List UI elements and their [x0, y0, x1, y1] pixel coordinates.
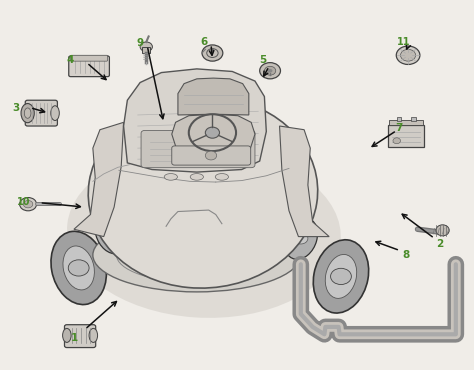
Text: 10: 10: [17, 196, 30, 206]
FancyBboxPatch shape: [388, 125, 424, 147]
Ellipse shape: [51, 106, 59, 121]
Ellipse shape: [89, 329, 98, 342]
Circle shape: [205, 151, 217, 160]
Circle shape: [202, 45, 223, 61]
Bar: [143, 47, 150, 53]
Circle shape: [105, 228, 119, 238]
FancyBboxPatch shape: [64, 325, 96, 347]
Circle shape: [23, 201, 33, 208]
Ellipse shape: [325, 255, 357, 298]
Ellipse shape: [436, 225, 449, 236]
Ellipse shape: [313, 240, 369, 313]
Text: 4: 4: [67, 56, 74, 65]
Circle shape: [205, 127, 219, 138]
FancyBboxPatch shape: [389, 121, 423, 125]
Text: 6: 6: [201, 37, 208, 47]
Ellipse shape: [190, 174, 203, 180]
Ellipse shape: [67, 148, 341, 318]
Circle shape: [210, 48, 214, 51]
Circle shape: [268, 69, 273, 73]
FancyBboxPatch shape: [25, 100, 57, 126]
Circle shape: [393, 138, 401, 144]
Text: 9: 9: [137, 38, 144, 48]
Text: 7: 7: [395, 123, 402, 133]
Circle shape: [330, 268, 351, 285]
Text: 2: 2: [437, 239, 444, 249]
Ellipse shape: [63, 246, 94, 290]
Circle shape: [68, 260, 89, 276]
Polygon shape: [124, 69, 266, 172]
Circle shape: [396, 46, 420, 64]
Text: 5: 5: [259, 56, 266, 65]
Text: 3: 3: [12, 102, 19, 112]
Ellipse shape: [51, 231, 106, 305]
Ellipse shape: [88, 97, 318, 288]
Ellipse shape: [164, 174, 177, 180]
Ellipse shape: [95, 212, 128, 254]
Polygon shape: [280, 126, 329, 236]
Circle shape: [140, 42, 153, 51]
Circle shape: [401, 49, 416, 61]
Ellipse shape: [24, 108, 31, 118]
Text: 8: 8: [402, 250, 410, 260]
FancyBboxPatch shape: [172, 146, 251, 165]
Circle shape: [260, 63, 281, 79]
FancyBboxPatch shape: [141, 131, 255, 168]
Text: 11: 11: [397, 37, 410, 47]
Polygon shape: [178, 78, 249, 115]
Bar: [397, 117, 401, 121]
Text: 1: 1: [70, 333, 78, 343]
Bar: [411, 117, 416, 121]
Circle shape: [294, 233, 308, 244]
Circle shape: [19, 198, 36, 211]
FancyBboxPatch shape: [69, 56, 109, 77]
Ellipse shape: [93, 218, 301, 292]
Ellipse shape: [215, 174, 228, 180]
Ellipse shape: [284, 218, 318, 259]
FancyBboxPatch shape: [71, 55, 108, 61]
Polygon shape: [172, 114, 255, 152]
Ellipse shape: [63, 329, 71, 342]
Ellipse shape: [21, 104, 34, 123]
Circle shape: [264, 66, 276, 75]
Polygon shape: [74, 122, 124, 236]
